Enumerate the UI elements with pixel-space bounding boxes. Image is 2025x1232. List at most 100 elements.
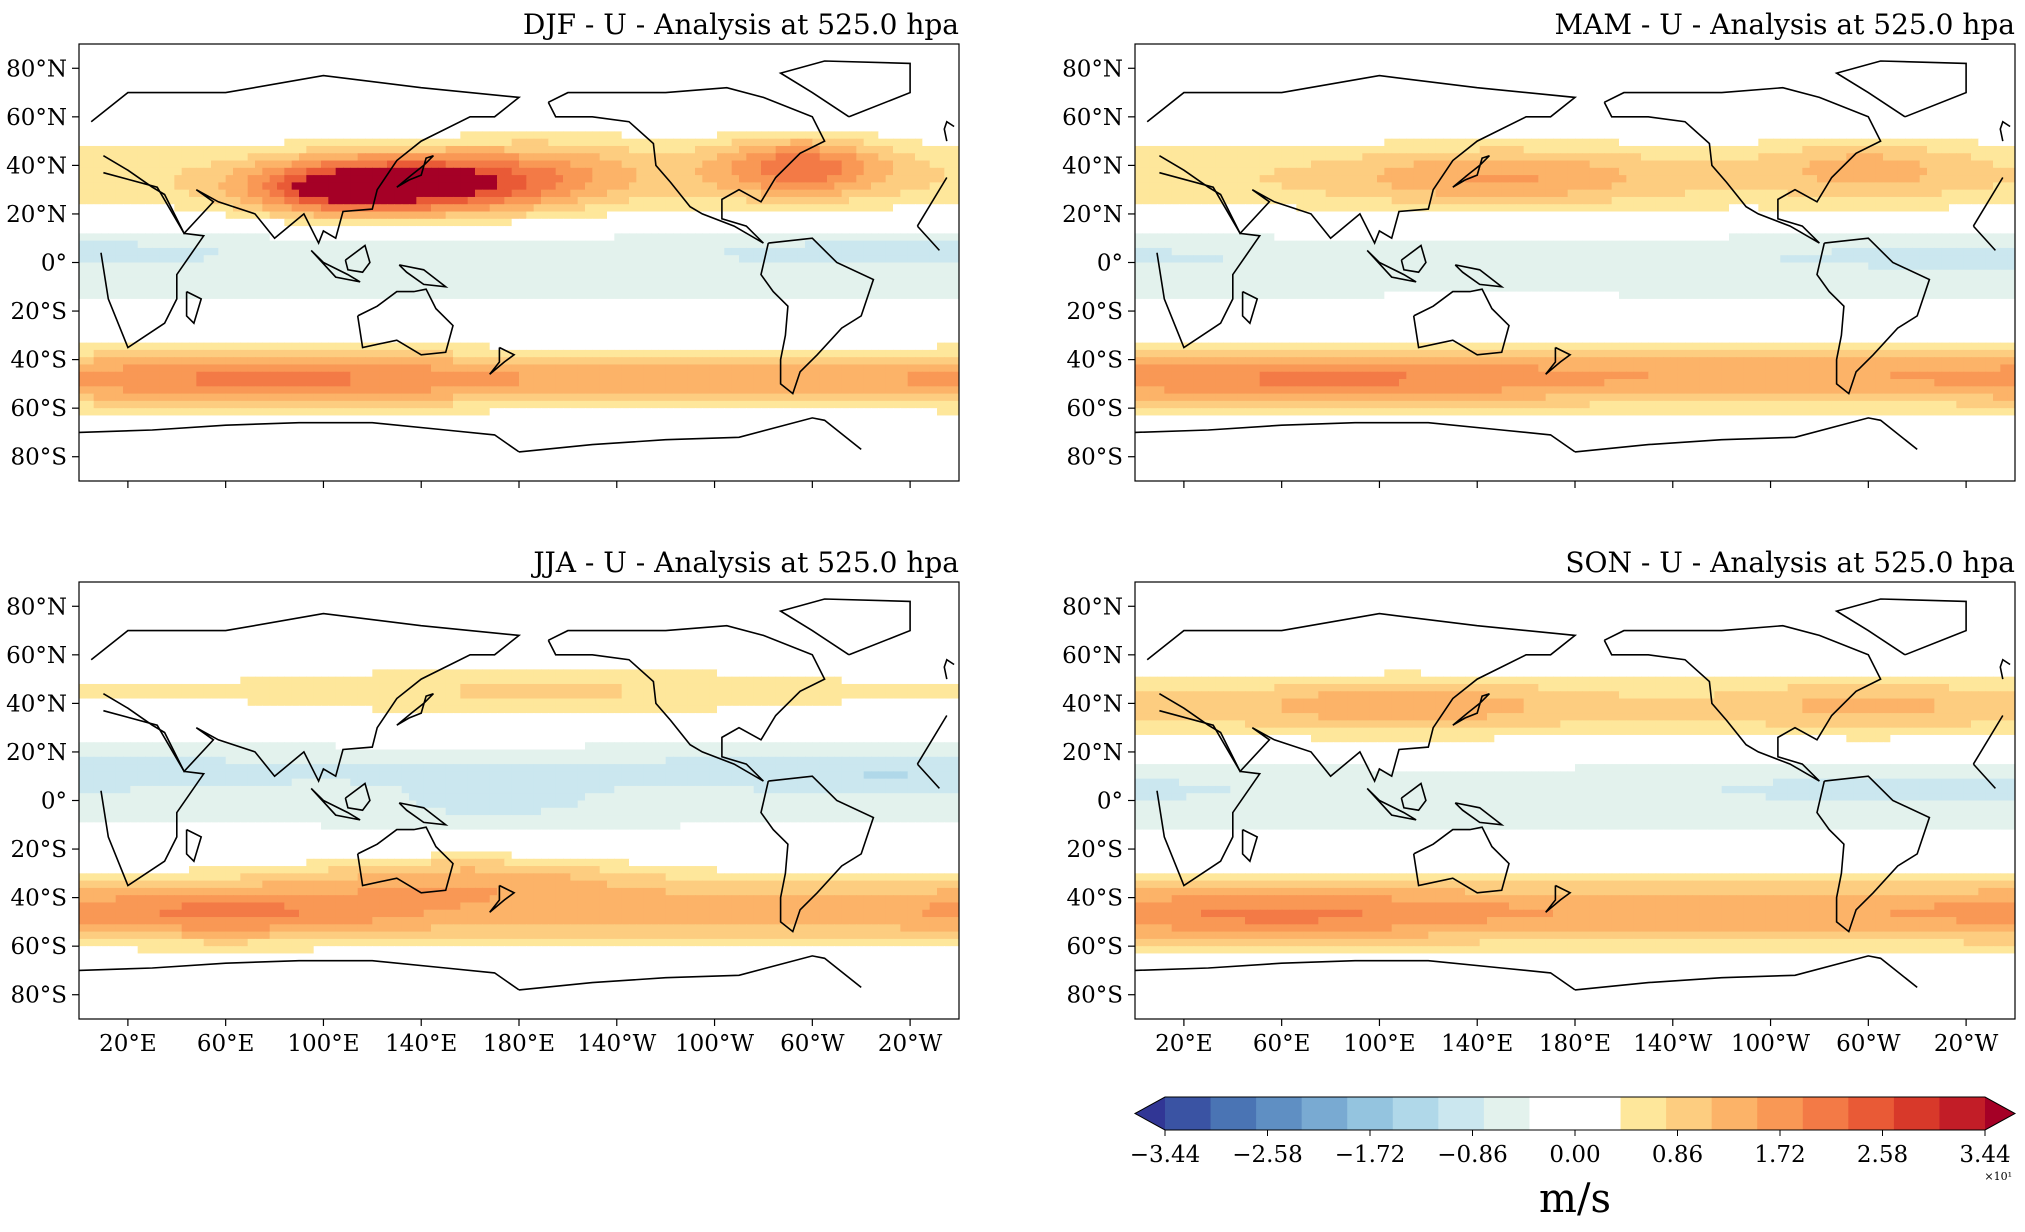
coastline-uk	[943, 658, 955, 680]
panel-title: SON - U - Analysis at 525.0 hpa	[1565, 546, 2015, 579]
coastline-africa	[100, 171, 206, 349]
colorbar-swatch	[1438, 1097, 1485, 1130]
coastline-eurasia	[1146, 612, 1578, 784]
coastline-greenland	[778, 60, 911, 118]
coastline-japan	[396, 692, 434, 726]
colorbar-swatch	[1483, 1097, 1530, 1130]
colorbar-tick-label: −1.72	[1335, 1142, 1405, 1168]
colorbar-swatch	[1210, 1097, 1257, 1130]
coastline-uk	[1999, 120, 2011, 142]
coastline-namerica	[547, 86, 826, 244]
coastline-antarctica	[79, 421, 520, 453]
coastline-antarctica	[518, 417, 862, 453]
lat-tick-label: 80°S	[1066, 983, 1123, 1009]
lat-tick-label: 20°S	[1066, 837, 1123, 863]
coastline-africa	[1972, 177, 2004, 227]
coastline-newguinea	[1454, 802, 1505, 826]
coastline-samerica	[760, 237, 875, 395]
lat-tick-label: 40°S	[1066, 886, 1123, 912]
coastline-antarctica	[1574, 955, 1918, 991]
colorbar-swatch	[1256, 1097, 1303, 1130]
coastline-namerica	[547, 624, 826, 782]
colorbar-swatch	[1939, 1097, 1986, 1130]
colorbar-tick-label: 1.72	[1754, 1142, 1805, 1168]
coastline-nz	[489, 346, 516, 375]
lat-tick-label: 20°N	[6, 740, 67, 766]
colorbar-tick-label: −3.44	[1130, 1142, 1200, 1168]
coastline-africa	[1972, 225, 1996, 251]
lon-tick-label: 20°W	[878, 1031, 943, 1057]
coastline-africa	[1972, 715, 2004, 765]
coastline-antarctica	[79, 959, 520, 991]
lat-tick-label: 40°N	[1062, 691, 1123, 717]
lat-tick-label: 60°S	[10, 396, 67, 422]
colorbar-multiplier: ×10¹	[1984, 1170, 2012, 1183]
coastline-madagascar	[185, 290, 203, 325]
map-panel-son: SON - U - Analysis at 525.0 hpa 80°N 60°N 4…	[1062, 546, 2016, 1057]
lat-tick-label: 0°	[1097, 789, 1123, 815]
coastline-newguinea	[1454, 264, 1505, 288]
lon-tick-label: 20°E	[1155, 1031, 1213, 1057]
lon-tick-label: 60°W	[1836, 1031, 1901, 1057]
coastline-antarctica	[518, 955, 862, 991]
wind-field	[79, 582, 959, 1019]
lat-tick-label: 40°S	[10, 348, 67, 374]
lon-tick-label: 140°E	[1441, 1031, 1513, 1057]
coastline-africa	[1156, 171, 1262, 349]
colorbar-tick-label: −0.86	[1437, 1142, 1507, 1168]
lat-tick-label: 40°N	[6, 153, 67, 179]
lat-tick-label: 80°N	[6, 56, 67, 82]
colorbar-swatch	[1529, 1097, 1576, 1130]
colorbar-swatch	[1711, 1097, 1758, 1130]
lat-tick-label: 40°N	[6, 691, 67, 717]
colorbar-swatch	[1347, 1097, 1394, 1130]
lon-tick-label: 20°W	[1934, 1031, 1999, 1057]
colorbar-swatch	[1848, 1097, 1895, 1130]
coastline-antarctica	[1574, 417, 1918, 453]
lat-tick-label: 80°S	[10, 445, 67, 471]
colorbar-extend-min	[1135, 1097, 1165, 1130]
coastline-borneo	[344, 244, 371, 274]
lat-tick-label: 40°S	[10, 886, 67, 912]
panel-title: JJA - U - Analysis at 525.0 hpa	[530, 546, 959, 579]
coastline-greenland	[778, 598, 911, 656]
coastline-indonesia1	[310, 249, 361, 283]
colorbar-swatch	[1392, 1097, 1439, 1130]
lat-tick-label: 80°N	[1062, 56, 1123, 82]
lat-tick-label: 20°S	[10, 837, 67, 863]
coastline-newguinea	[398, 802, 449, 826]
coastline-africa	[100, 709, 206, 887]
coastline-antarctica	[1135, 421, 1576, 453]
coastline-africa	[916, 177, 948, 227]
colorbar-unit-label: m/s	[1539, 1176, 1611, 1222]
coastline-borneo	[1400, 244, 1427, 274]
colorbar-swatch	[1301, 1097, 1348, 1130]
colorbar-tick-label: −2.58	[1232, 1142, 1302, 1168]
map-panel-djf: DJF - U - Analysis at 525.0 hpa 80°N 60°N 4…	[6, 8, 960, 488]
lat-tick-label: 60°N	[6, 105, 67, 131]
coastlines	[79, 60, 955, 453]
panel-title: MAM - U - Analysis at 525.0 hpa	[1554, 8, 2015, 41]
lat-tick-label: 40°N	[1062, 153, 1123, 179]
coastline-uk	[1999, 658, 2011, 680]
coastline-indonesia1	[310, 787, 361, 821]
coastline-samerica	[1816, 775, 1931, 933]
lat-tick-label: 60°N	[6, 643, 67, 669]
coastline-newguinea	[398, 264, 449, 288]
coastline-namerica	[1603, 86, 1882, 244]
lat-tick-label: 20°S	[1066, 299, 1123, 325]
coastline-nz	[1545, 346, 1572, 375]
wind-field	[1135, 582, 2015, 1019]
colorbar: −3.44 −2.58 −1.72 −0.86 0.00 0.86 1.72 2.58 3.44…	[1130, 1096, 2017, 1222]
lat-tick-label: 80°S	[1066, 445, 1123, 471]
coastline-africa	[1972, 763, 1996, 789]
lon-tick-label: 60°E	[1253, 1031, 1311, 1057]
coastlines	[79, 598, 955, 991]
coastline-nz	[489, 884, 516, 913]
coastlines	[1135, 60, 2011, 453]
colorbar-swatch	[1666, 1097, 1713, 1130]
lat-tick-label: 60°S	[10, 934, 67, 960]
lon-tick-label: 140°W	[1633, 1031, 1712, 1057]
coastline-eurasia	[1146, 74, 1578, 246]
